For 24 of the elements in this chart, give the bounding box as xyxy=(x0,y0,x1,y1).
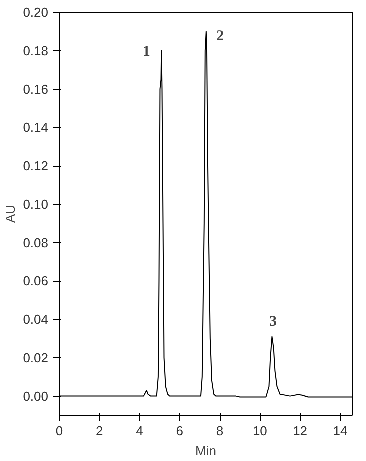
y-tick-label: 0.12 xyxy=(23,158,49,174)
annotation: 2 xyxy=(216,28,224,45)
y-tick-label: 0.06 xyxy=(23,274,49,289)
x-tick-label: 4 xyxy=(136,424,144,438)
x-tick-label: 6 xyxy=(176,424,184,438)
y-tick-label: 0.10 xyxy=(23,196,49,212)
x-tick-label: 10 xyxy=(252,424,268,438)
y-tick-label: 0.14 xyxy=(23,120,49,136)
y-tick-label: 0.00 xyxy=(23,388,49,404)
x-tick-label: 0 xyxy=(56,424,64,438)
y-tick-label: 0.16 xyxy=(23,82,49,97)
x-tick-label: 12 xyxy=(293,424,308,438)
x-axis-title: Min xyxy=(196,444,216,458)
y-tick-label: 0.20 xyxy=(23,5,49,20)
x-tick-label: 14 xyxy=(333,424,348,438)
y-axis-title: AU xyxy=(3,204,18,224)
y-tick-label: 0.02 xyxy=(23,350,49,366)
annotation: 3 xyxy=(269,314,277,330)
x-tick-label: 8 xyxy=(216,424,224,438)
y-tick-label: 0.04 xyxy=(23,312,49,328)
x-tick-label: 2 xyxy=(96,424,104,438)
y-tick-label: 0.18 xyxy=(23,43,49,58)
annotation: 1 xyxy=(142,44,150,60)
y-tick-label: 0.08 xyxy=(23,235,49,250)
